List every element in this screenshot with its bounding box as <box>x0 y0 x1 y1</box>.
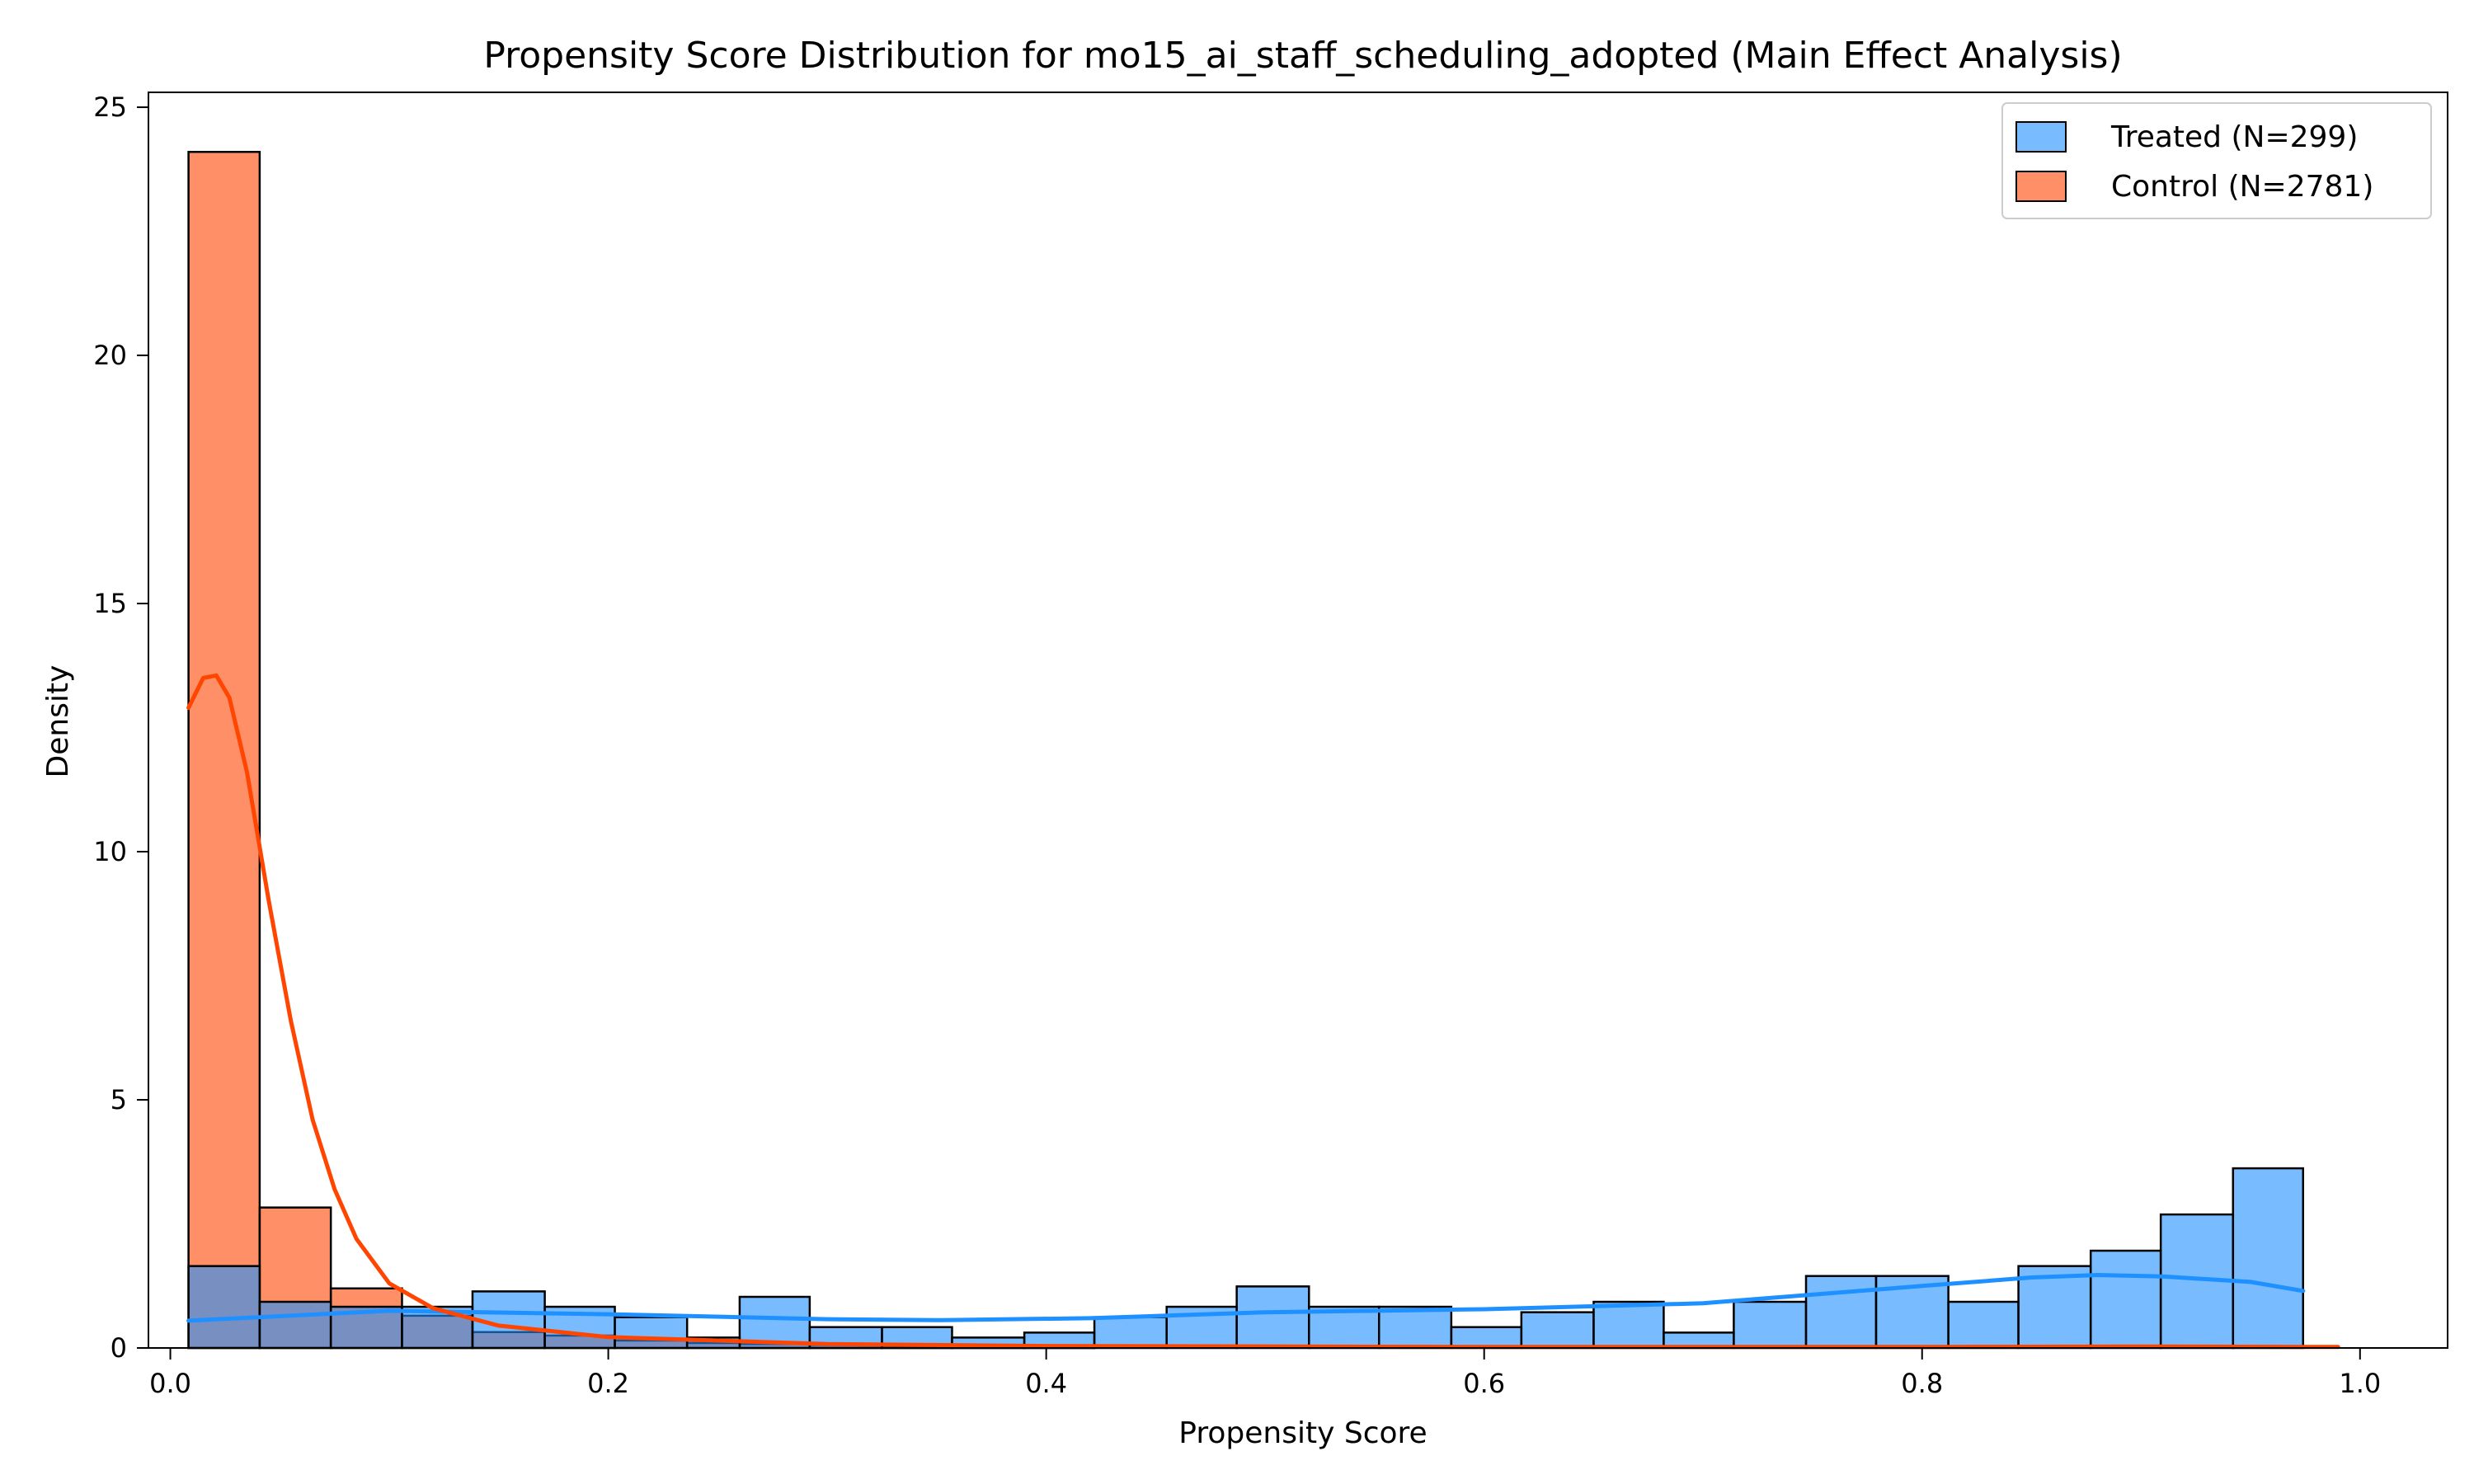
legend-label-treated: Treated (N=299) <box>2110 120 2358 154</box>
chart-title: Propensity Score Distribution for mo15_a… <box>483 35 2122 77</box>
treated-bar <box>1450 1326 1523 1350</box>
x-tick-label: 1.0 <box>2339 1368 2381 1399</box>
legend-box <box>2001 102 2432 219</box>
legend-swatch-control <box>2015 171 2067 202</box>
treated-bar <box>1804 1275 1878 1350</box>
x-tick-label: 0.4 <box>1025 1368 1067 1399</box>
x-tick-label: 0.2 <box>587 1368 629 1399</box>
x-tick-label: 0.0 <box>149 1368 191 1399</box>
x-tick-label: 0.8 <box>1901 1368 1943 1399</box>
legend-swatch-treated <box>2015 121 2067 153</box>
treated-bar <box>1733 1300 1808 1350</box>
x-axis-label: Propensity Score <box>1178 1416 1427 1450</box>
treated-bar <box>258 1300 332 1350</box>
y-axis-label: Density <box>41 665 75 778</box>
y-tick-label: 5 <box>111 1084 127 1115</box>
y-tick-label: 25 <box>93 92 127 123</box>
legend-label-control: Control (N=2781) <box>2111 170 2373 204</box>
x-tick-label: 0.6 <box>1463 1368 1505 1399</box>
treated-bar <box>187 1265 261 1350</box>
control-bar <box>187 150 261 1350</box>
x-axis-ticks: 0.0 0.2 0.4 0.6 0.8 1.0 <box>149 1348 2381 1399</box>
y-tick-label: 15 <box>93 588 127 619</box>
treated-bar <box>614 1316 689 1350</box>
treated-bar <box>2232 1167 2305 1350</box>
control-kde-line <box>186 673 2340 1350</box>
treated-bar <box>1377 1305 1453 1350</box>
y-tick-label: 10 <box>93 836 127 867</box>
treated-bar <box>1308 1305 1380 1350</box>
treated-bar <box>2017 1265 2092 1350</box>
y-tick-label: 0 <box>111 1332 127 1364</box>
legend: Treated (N=299) Control (N=2781) <box>2001 102 2432 219</box>
plot-frame <box>148 92 2448 1349</box>
treated-bar <box>1947 1300 2020 1350</box>
treated-bar <box>1520 1311 1595 1350</box>
treated-bar <box>1093 1316 1168 1350</box>
treated-bar <box>1235 1285 1310 1350</box>
y-tick-label: 20 <box>93 340 127 371</box>
y-axis-ticks: 0 5 10 15 20 25 <box>93 92 148 1364</box>
treated-kde-line <box>186 1273 2306 1323</box>
treated-bar <box>471 1290 546 1350</box>
treated-bar <box>738 1295 811 1350</box>
treated-bar <box>2089 1249 2162 1350</box>
kde-layer <box>186 673 2340 1350</box>
treated-bar <box>1592 1300 1665 1350</box>
